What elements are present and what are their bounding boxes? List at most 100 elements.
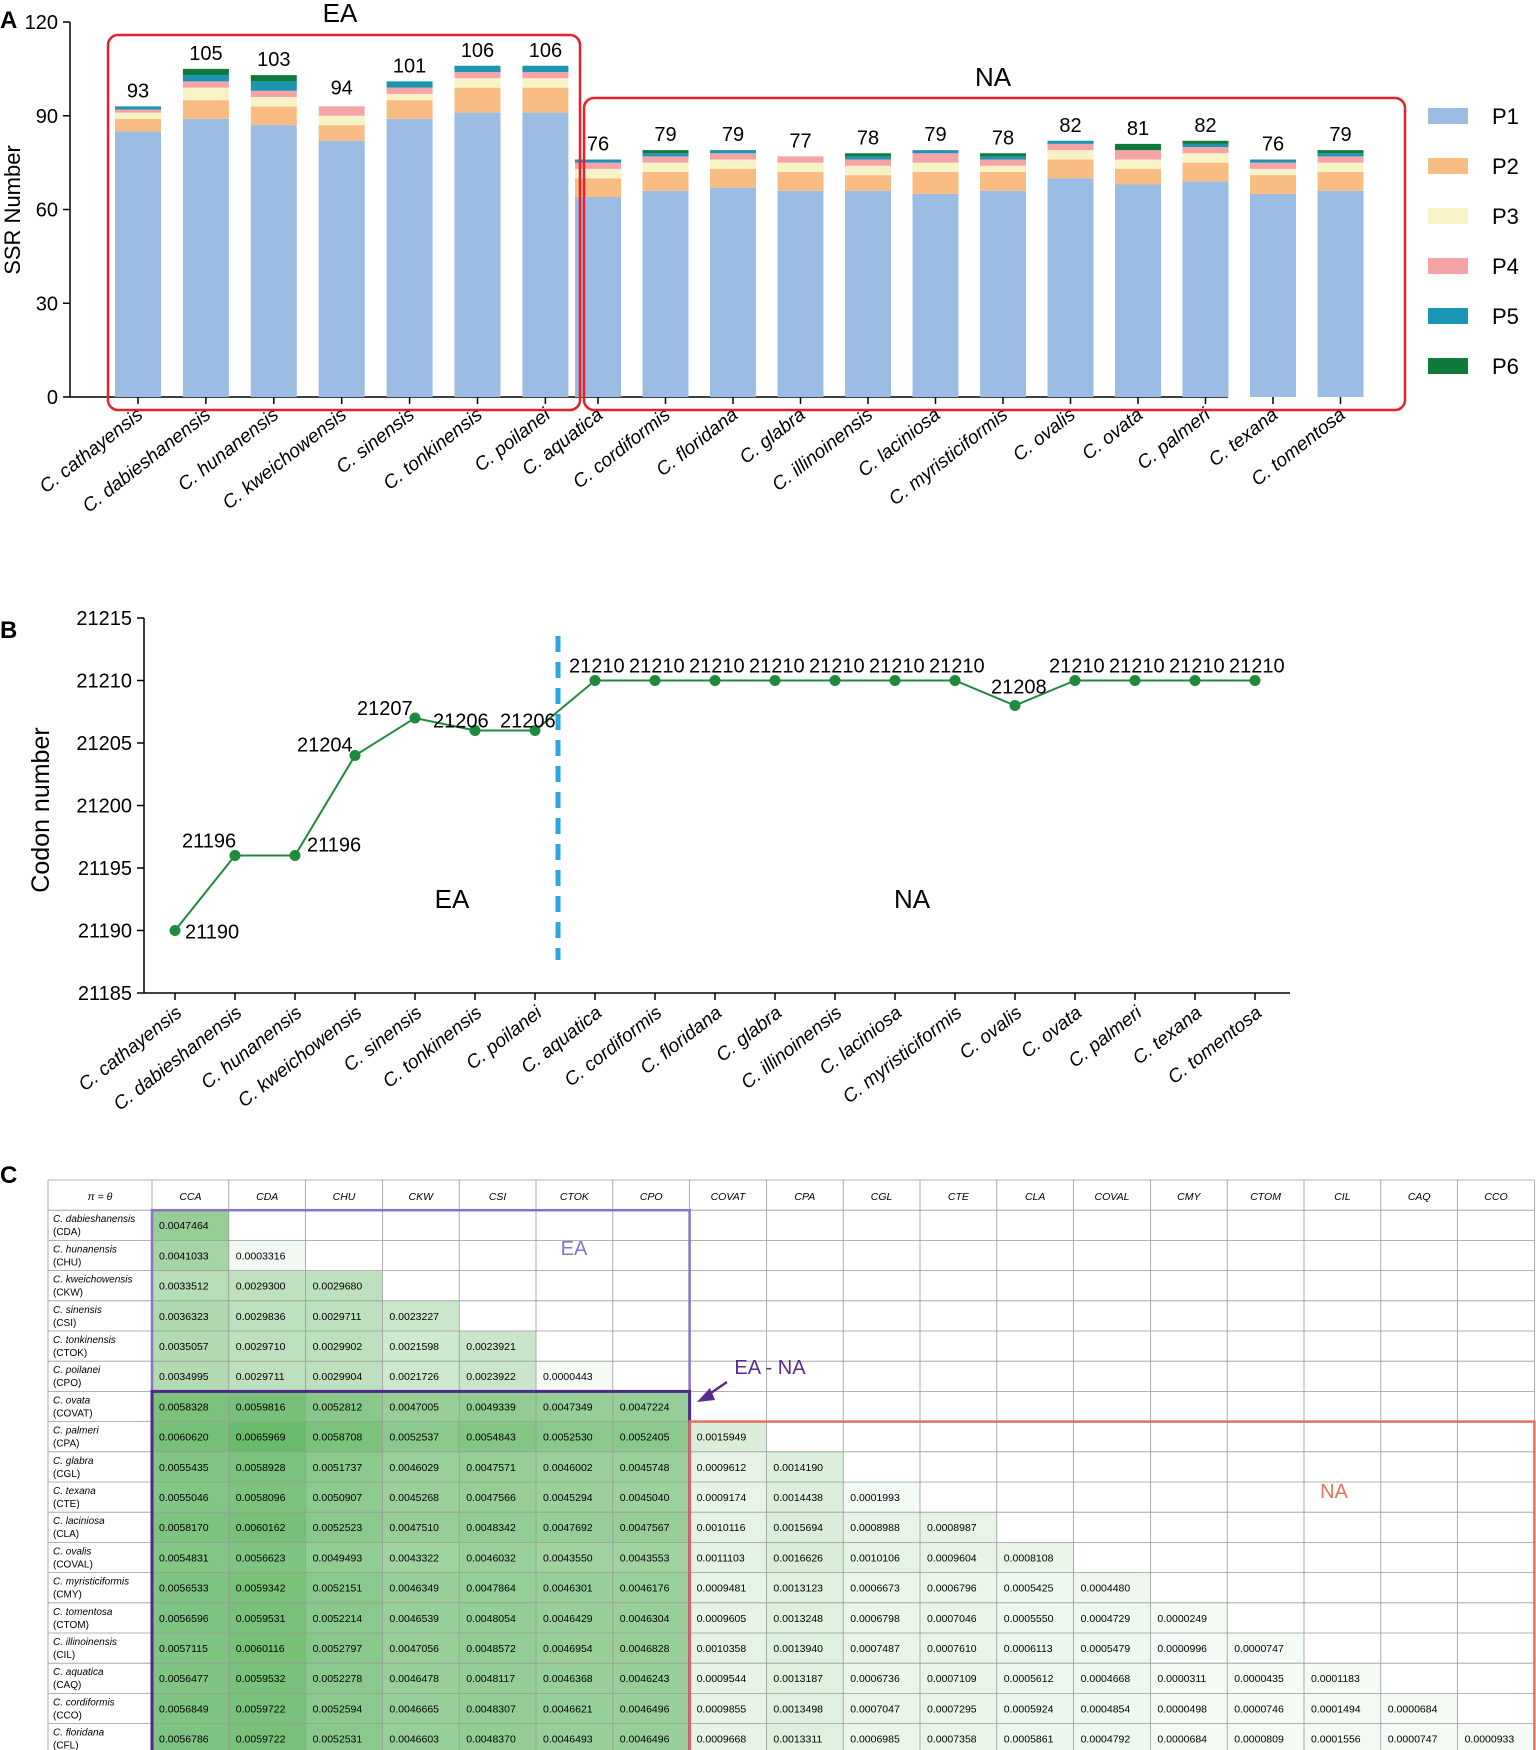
- table-cell-value: 0.0048342: [466, 1522, 516, 1534]
- bar-segment-p4: [1115, 150, 1161, 160]
- heatmap-cell: [689, 1693, 767, 1724]
- heatmap-cell: [459, 1451, 536, 1482]
- table-cell-value: 0.0047224: [620, 1401, 670, 1413]
- table-cell-value: 0.0060116: [236, 1643, 285, 1655]
- bar-segment-p5: [845, 156, 891, 160]
- bar-total-label: 79: [722, 124, 744, 146]
- heatmap-cell: [766, 1482, 844, 1513]
- bar-segment-p3: [845, 165, 891, 176]
- legend-swatch-p6: [1428, 358, 1468, 374]
- heatmap-cell: [843, 1723, 920, 1750]
- bar-segment-p2: [318, 125, 365, 141]
- table-cell-value: 0.0029710: [236, 1341, 286, 1353]
- table-row-code: (CAQ): [53, 1680, 81, 1691]
- codon-data-point: [949, 675, 961, 686]
- bar-segment-p3: [1182, 153, 1229, 163]
- table-cell-value: 0.0006736: [850, 1673, 900, 1685]
- table-column-header: CCA: [179, 1191, 201, 1203]
- table-row-code: (CDA): [53, 1227, 81, 1238]
- bar-segment-p1: [1047, 178, 1094, 397]
- heatmap-cell: [459, 1572, 536, 1603]
- table-cell-value: 0.0010116: [697, 1522, 746, 1534]
- table-cell-value: 0.0047510: [389, 1522, 439, 1534]
- table-cell-value: 0.0046496: [620, 1734, 670, 1746]
- bar-segment-p2: [777, 172, 824, 191]
- heatmap-cell: [536, 1542, 613, 1573]
- bar-segment-p2: [912, 172, 959, 194]
- heatmap-cell: [459, 1542, 536, 1573]
- heatmap-cell: [152, 1602, 229, 1633]
- table-column-header: CTE: [948, 1191, 970, 1203]
- bar-segment-p1: [1317, 190, 1364, 397]
- bar-segment-p1: [115, 131, 161, 397]
- legend-swatch-p5: [1428, 308, 1468, 324]
- heatmap-cell: [536, 1482, 613, 1513]
- codon-data-label: 21208: [991, 677, 1047, 699]
- heatmap-cell: [228, 1723, 306, 1750]
- legend-label-p5: P5: [1492, 304, 1519, 329]
- table-cell-value: 0.0000747: [1234, 1643, 1284, 1655]
- line-x-tick-label: C. hunanensis: [197, 1002, 306, 1094]
- table-cell-value: 0.0007295: [927, 1703, 977, 1715]
- table-cell-value: 0.0052214: [313, 1613, 363, 1625]
- table-cell-value: 0.0052537: [389, 1432, 439, 1444]
- codon-data-point: [1069, 675, 1081, 686]
- bar-segment-p3: [522, 78, 569, 88]
- table-cell-value: 0.0047349: [543, 1401, 593, 1413]
- table-cell-value: 0.0029902: [313, 1341, 363, 1353]
- legend-label-p3: P3: [1492, 204, 1519, 229]
- table-cell-value: 0.0013123: [773, 1583, 823, 1595]
- bar-segment-p5: [115, 106, 161, 110]
- heatmap-cell: [152, 1421, 229, 1452]
- table-cell-value: 0.0000809: [1234, 1734, 1284, 1746]
- bar-segment-p4: [575, 162, 621, 169]
- bar-segment-p2: [250, 106, 297, 126]
- table-column-header: CAQ: [1408, 1191, 1431, 1203]
- heatmap-cell: [612, 1421, 690, 1452]
- table-cell-value: 0.0034995: [159, 1371, 209, 1383]
- heatmap-cell: [382, 1451, 460, 1482]
- bar-y-tick-label: 120: [25, 12, 58, 34]
- ea-region-label: EA: [561, 1238, 588, 1260]
- table-cell-value: 0.0013498: [773, 1703, 823, 1715]
- table-cell-value: 0.0065969: [236, 1432, 286, 1444]
- bar-x-tick-label: C. ovalis: [1009, 404, 1080, 466]
- table-cell-value: 0.0046176: [620, 1583, 670, 1595]
- table-cell-value: 0.0029680: [313, 1281, 363, 1293]
- table-cell-value: 0.0013940: [773, 1643, 823, 1655]
- bar-total-label: 79: [1329, 124, 1351, 146]
- table-cell-value: 0.0000311: [1157, 1673, 1206, 1685]
- heatmap-cell: [612, 1512, 690, 1543]
- bar-total-label: 106: [461, 40, 494, 62]
- bar-segment-p6: [182, 68, 229, 76]
- bar-segment-p2: [642, 172, 689, 191]
- heatmap-cell: [536, 1512, 613, 1543]
- bar-y-tick-label: 0: [47, 387, 58, 409]
- table-cell-value: 0.0029904: [313, 1371, 363, 1383]
- heatmap-cell: [459, 1512, 536, 1543]
- table-cell-value: 0.0013187: [773, 1673, 823, 1685]
- heatmap-cell: [536, 1572, 613, 1603]
- table-column-header: CMY: [1177, 1191, 1201, 1203]
- table-cell-value: 0.0029711: [236, 1371, 285, 1383]
- table-cell-value: 0.0045748: [620, 1462, 670, 1474]
- table-cell-value: 0.0009612: [697, 1462, 747, 1474]
- table-cell-value: 0.0000435: [1234, 1673, 1284, 1685]
- table-cell-value: 0.0058096: [236, 1492, 286, 1504]
- bar-segment-p3: [386, 93, 433, 101]
- heatmap-cell: [843, 1663, 920, 1694]
- bar-segment-p2: [710, 168, 756, 188]
- table-cell-value: 0.0004854: [1081, 1703, 1131, 1715]
- heatmap-cell: [305, 1482, 383, 1513]
- codon-data-label: 21210: [929, 656, 985, 678]
- table-cell-value: 0.0047567: [620, 1522, 670, 1534]
- table-cell-value: 0.0023227: [389, 1311, 439, 1323]
- table-cell-value: 0.0001993: [850, 1492, 900, 1504]
- heatmap-cell: [459, 1391, 536, 1422]
- heatmap-cell: [766, 1693, 844, 1724]
- table-row-code: (CTOM): [53, 1620, 89, 1631]
- table-row-code: (CGL): [53, 1469, 80, 1480]
- heatmap-cell: [228, 1451, 306, 1482]
- table-row-code: (CHU): [53, 1257, 81, 1268]
- bar-segment-p2: [182, 100, 229, 119]
